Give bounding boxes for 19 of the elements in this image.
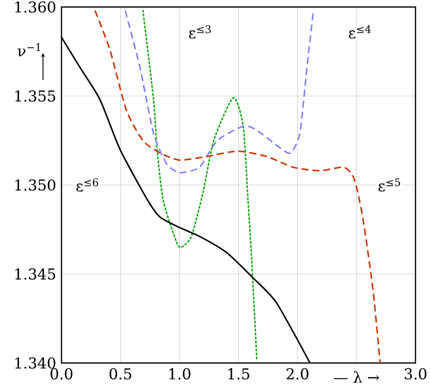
line-series bbox=[124, 10, 314, 174]
y-axis-title: ν$^{−1}$ bbox=[18, 43, 40, 56]
y-tick-label: 1.350 bbox=[15, 179, 56, 191]
y-tick-label: 1.355 bbox=[15, 90, 56, 102]
x-tick-label: 3.0 bbox=[404, 368, 426, 380]
x-tick-label: 0.0 bbox=[50, 368, 72, 380]
y-tick-label: 1.345 bbox=[15, 268, 56, 280]
x-tick-label: 0.5 bbox=[110, 368, 132, 380]
y-tick-label: 1.340 bbox=[15, 357, 56, 369]
x-tick-label: 2.0 bbox=[286, 368, 308, 380]
x-axis-title: — λ → bbox=[334, 371, 380, 383]
text: ε$^{≤6}$ bbox=[76, 178, 98, 192]
line-series bbox=[142, 10, 258, 360]
x-tick-label: 1.0 bbox=[169, 368, 190, 380]
y-tick-label: 1.360 bbox=[15, 1, 56, 13]
text: ε$^{≤3}$ bbox=[189, 25, 211, 39]
x-tick-label: 1.5 bbox=[228, 368, 250, 380]
text: ε$^{≤4}$ bbox=[348, 25, 371, 39]
series-label: ε$^{≤5}$ bbox=[378, 178, 400, 192]
